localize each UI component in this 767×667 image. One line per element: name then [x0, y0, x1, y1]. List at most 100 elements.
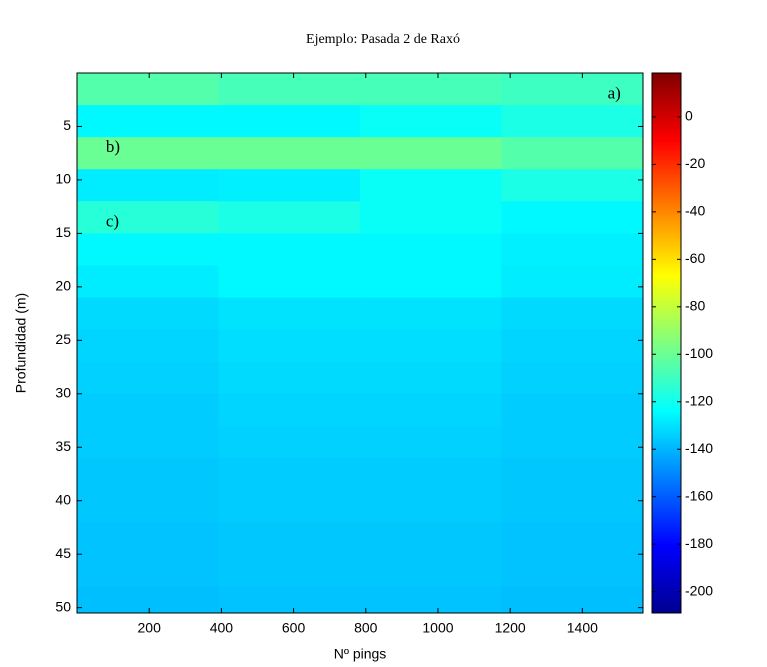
- y-tick-label: 35: [55, 438, 71, 454]
- heat-cell: [218, 73, 361, 106]
- heat-cell: [501, 201, 643, 234]
- y-tick-label: 20: [55, 278, 71, 294]
- heat-cell: [77, 457, 219, 491]
- heat-cell: [501, 490, 643, 523]
- x-axis-label: Nº pings: [334, 646, 387, 662]
- heat-cell: [501, 329, 643, 363]
- annotation: b): [106, 137, 120, 156]
- heat-cell: [77, 554, 219, 587]
- heat-cell: [501, 361, 643, 395]
- heat-cell: [360, 105, 502, 138]
- heat-cell: [501, 265, 643, 299]
- heat-cell: [501, 554, 643, 587]
- heat-cell: [77, 169, 219, 202]
- heat-cell: [77, 105, 219, 138]
- heat-cell: [218, 425, 361, 459]
- heat-cell: [77, 393, 219, 427]
- heat-cell: [77, 137, 219, 170]
- x-tick-label: 200: [138, 620, 162, 636]
- heat-cell: [501, 425, 643, 459]
- heat-cell: [360, 425, 502, 459]
- heat-cell: [218, 169, 361, 202]
- heat-cell: [77, 586, 219, 613]
- heat-cell: [360, 297, 502, 331]
- heat-cell: [77, 201, 219, 234]
- y-tick-label: 25: [55, 331, 71, 347]
- x-tick-label: 1200: [495, 620, 526, 636]
- annotation: a): [608, 83, 621, 102]
- heat-cell: [218, 137, 361, 170]
- heat-cell: [218, 265, 361, 299]
- heat-cell: [77, 490, 219, 523]
- colorbar-tick-label: -20: [685, 155, 705, 171]
- heat-cell: [360, 73, 502, 106]
- colorbar-tick-label: -40: [685, 203, 705, 219]
- y-tick-label: 50: [55, 598, 71, 614]
- heat-cell: [360, 586, 502, 613]
- colorbar-tick-label: -80: [685, 298, 705, 314]
- colorbar-tick-label: -140: [685, 440, 713, 456]
- heat-cell: [501, 169, 643, 202]
- x-tick-label: 1000: [422, 620, 453, 636]
- heat-cell: [360, 361, 502, 395]
- heat-cell: [218, 297, 361, 331]
- heat-cell: [360, 522, 502, 555]
- colorbar-tick-label: -100: [685, 345, 713, 361]
- plot-frame: [76, 72, 644, 614]
- heat-cell: [360, 393, 502, 427]
- x-tick-label: 800: [354, 620, 378, 636]
- heat-cell: [218, 393, 361, 427]
- heat-cell: [77, 361, 219, 395]
- heat-cell: [501, 586, 643, 613]
- annotation: c): [106, 212, 119, 231]
- heat-cell: [218, 554, 361, 587]
- heat-cell: [501, 457, 643, 491]
- heat-cell: [360, 169, 502, 202]
- heat-cell: [218, 361, 361, 395]
- heat-cell: [218, 233, 361, 266]
- heat-cell: [218, 457, 361, 491]
- heat-cell: [360, 201, 502, 234]
- colorbar: [651, 72, 682, 614]
- y-tick-label: 5: [63, 117, 71, 133]
- heat-cell: [218, 522, 361, 555]
- chart-title: Ejemplo: Pasada 2 de Raxó: [306, 32, 460, 47]
- heat-cell: [501, 393, 643, 427]
- heat-cell: [360, 490, 502, 523]
- heat-cell: [501, 137, 643, 170]
- heat-cell: [77, 265, 219, 299]
- y-axis-label: Profundidad (m): [13, 293, 29, 393]
- heat-cell: [218, 105, 361, 138]
- y-tick-label: 10: [55, 171, 71, 187]
- heat-cell: [77, 73, 219, 106]
- heat-cell: [360, 329, 502, 363]
- heatmap: [77, 73, 643, 613]
- y-tick-label: 45: [55, 545, 71, 561]
- heat-cell: [501, 233, 643, 266]
- colorbar-tick-label: -200: [685, 582, 713, 598]
- heat-cell: [77, 425, 219, 459]
- colorbar-tick-label: -120: [685, 392, 713, 408]
- heat-cell: [501, 522, 643, 555]
- heat-cell: [501, 73, 643, 106]
- y-tick-label: 30: [55, 384, 71, 400]
- y-tick-label: 40: [55, 491, 71, 507]
- heat-cell: [218, 329, 361, 363]
- heat-cell: [77, 233, 219, 266]
- heat-cell: [77, 329, 219, 363]
- heat-cell: [77, 522, 219, 555]
- colorbar-tick-label: 0: [685, 108, 693, 124]
- heat-cell: [77, 297, 219, 331]
- heat-cell: [501, 105, 643, 138]
- heat-cell: [360, 137, 502, 170]
- colorbar-tick-label: -180: [685, 535, 713, 551]
- heat-cell: [360, 233, 502, 266]
- heat-cell: [360, 457, 502, 491]
- heat-cell: [360, 265, 502, 299]
- x-tick-label: 600: [282, 620, 306, 636]
- colorbar-tick-label: -60: [685, 250, 705, 266]
- heat-cell: [360, 554, 502, 587]
- heat-cell: [501, 297, 643, 331]
- y-tick-label: 15: [55, 224, 71, 240]
